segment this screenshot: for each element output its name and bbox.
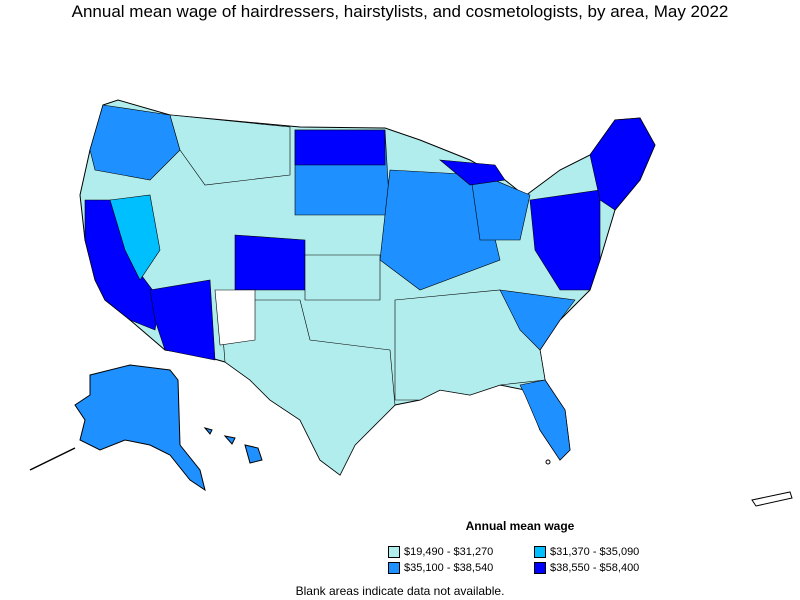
region-new-mexico-nodata bbox=[214, 289, 256, 346]
legend-swatch-1 bbox=[388, 546, 400, 558]
region-montana-idaho bbox=[169, 114, 291, 186]
region-colorado bbox=[234, 234, 306, 291]
region-great-lakes bbox=[469, 169, 531, 241]
legend-swatch-4 bbox=[534, 562, 546, 574]
territory-dot bbox=[545, 459, 551, 465]
legend-title: Annual mean wage bbox=[465, 519, 575, 533]
territory-islands bbox=[751, 491, 793, 507]
region-arizona bbox=[149, 279, 216, 361]
legend-label-4: $38,550 - $58,400 bbox=[550, 562, 640, 574]
alaska-aleutians bbox=[29, 447, 76, 471]
region-southern-plains bbox=[219, 299, 396, 476]
hawaii-islands bbox=[203, 427, 263, 464]
region-nevada bbox=[109, 194, 161, 281]
region-southeast bbox=[499, 289, 576, 351]
region-nd-north bbox=[294, 129, 386, 166]
legend-label-2: $31,370 - $35,090 bbox=[550, 546, 640, 558]
legend-label-3: $35,100 - $38,540 bbox=[404, 562, 494, 574]
map-title: Annual mean wage of hairdressers, hairst… bbox=[71, 2, 729, 21]
legend-swatch-3 bbox=[388, 562, 400, 574]
legend-label-1: $19,490 - $31,270 bbox=[404, 546, 494, 558]
alaska-outline bbox=[74, 364, 206, 492]
legend-item-3: $35,100 - $38,540 bbox=[388, 562, 493, 574]
legend-item-4: $38,550 - $58,400 bbox=[534, 562, 639, 574]
legend-item-2: $31,370 - $35,090 bbox=[534, 546, 639, 558]
region-upper-michigan bbox=[439, 159, 506, 186]
region-plains bbox=[304, 254, 381, 301]
legend-item-1: $19,490 - $31,270 bbox=[388, 546, 493, 558]
footnote: Blank areas indicate data not available. bbox=[295, 584, 505, 598]
region-florida bbox=[519, 379, 571, 461]
region-new-england bbox=[589, 117, 656, 211]
legend-swatch-2 bbox=[534, 546, 546, 558]
